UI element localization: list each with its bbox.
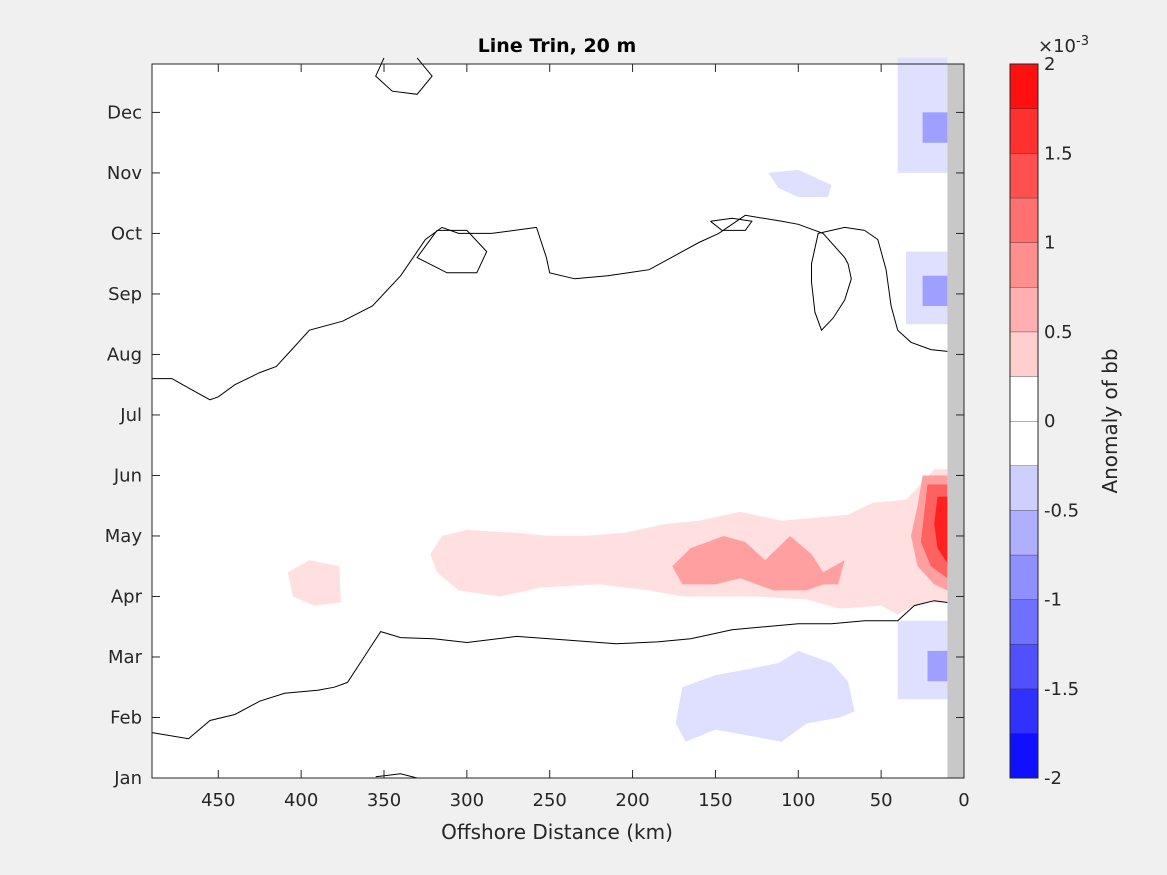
colorbar-segment	[1010, 64, 1038, 109]
y-tick-label: Jul	[119, 405, 142, 426]
colorbar-segment	[1010, 242, 1038, 288]
chart-title: Line Trin, 20 m	[478, 35, 637, 57]
x-axis-label: Offshore Distance (km)	[441, 820, 673, 844]
filled-contour-layer	[287, 57, 948, 742]
colorbar-tick-label: 0.5	[1044, 322, 1073, 343]
colorbar-segment	[1010, 108, 1038, 154]
colorbar-segment	[1010, 465, 1038, 511]
x-axis-ticks: 450 400 350 300 250 200 150 100 50 0	[201, 64, 970, 811]
colorbar-frame	[1009, 63, 1039, 779]
zero-contour-line	[710, 217, 753, 231]
y-axis-ticks: Jan Feb Mar Apr May Jun Jul Aug Sep Oct Nov Dec	[105, 102, 964, 789]
plot-frame	[151, 63, 965, 779]
x-tick-label: 150	[698, 790, 732, 811]
colorbar-tick-label: -1	[1044, 590, 1062, 611]
colorbar-label: Anomaly of bb	[1098, 348, 1122, 493]
colorbar-exponent-label: ×10-3	[1038, 34, 1089, 57]
x-tick-label: 450	[201, 790, 235, 811]
contour-fill-region	[287, 560, 341, 606]
colorbar-tick-label: 2	[1044, 54, 1055, 75]
colorbar-segment	[1010, 376, 1038, 421]
x-tick-label: 400	[284, 790, 318, 811]
zero-contour-line	[375, 57, 433, 95]
contour-fill-region	[934, 496, 948, 564]
colorbar-segment	[1010, 287, 1038, 332]
contour-fill-region	[672, 536, 845, 591]
contour-fill-region	[768, 169, 832, 198]
zero-contour-line	[152, 226, 537, 401]
colorbar-tick-label: -2	[1044, 768, 1062, 789]
colorbar-segment	[1010, 510, 1038, 555]
colorbar-tick-label: 1.5	[1044, 143, 1073, 164]
colorbar-segment	[1010, 153, 1038, 198]
y-tick-label: May	[105, 526, 143, 547]
x-tick-label: 250	[533, 790, 567, 811]
colorbar-tick-label: -0.5	[1044, 500, 1079, 521]
y-tick-label: Aug	[107, 344, 142, 365]
zero-contour-lines	[151, 57, 964, 779]
plot-area	[152, 64, 964, 778]
zero-contour-line	[781, 220, 865, 332]
contour-fill-region	[927, 650, 948, 682]
x-tick-label: 50	[870, 790, 893, 811]
colorbar-segment	[1010, 554, 1038, 600]
zero-contour-line	[416, 229, 488, 274]
land-mask	[947, 64, 964, 778]
colorbar-tick-label: 1	[1044, 233, 1055, 254]
zero-contour-line	[151, 600, 948, 740]
zero-contour-line	[864, 229, 948, 352]
contour-fill-region	[922, 275, 948, 306]
x-tick-label: 100	[781, 790, 815, 811]
colorbar-segment	[1010, 599, 1038, 645]
y-tick-label: Sep	[108, 284, 142, 305]
y-tick-label: Mar	[108, 647, 143, 668]
y-tick-label: Dec	[107, 102, 142, 123]
colorbar-tick-label: 0	[1044, 411, 1055, 432]
y-tick-label: Jun	[113, 465, 142, 486]
colorbar-segment	[1010, 644, 1038, 689]
colorbar-segment	[1010, 421, 1038, 466]
y-tick-label: Nov	[107, 163, 142, 184]
colorbar-segment	[1010, 733, 1038, 778]
x-tick-label: 350	[367, 790, 401, 811]
y-tick-label: Feb	[110, 707, 142, 728]
y-tick-label: Jan	[113, 768, 142, 789]
colorbar-tick-label: -1.5	[1044, 679, 1079, 700]
colorbar-segment	[1010, 331, 1038, 377]
contour-fill-region	[922, 112, 948, 143]
colorbar-segment	[1010, 197, 1038, 243]
y-tick-label: Oct	[111, 223, 142, 244]
y-tick-label: Apr	[111, 586, 143, 607]
x-tick-label: 200	[615, 790, 649, 811]
contour-fill-region	[897, 57, 948, 173]
zero-contour-line	[536, 214, 782, 280]
contour-fill-region	[675, 650, 855, 742]
colorbar-segment	[1010, 688, 1038, 734]
x-tick-label: 0	[958, 790, 969, 811]
x-tick-label: 300	[450, 790, 484, 811]
colorbar: 2 1.5 1 0.5 0 -0.5 -1 -1.5 -2	[1009, 54, 1079, 789]
